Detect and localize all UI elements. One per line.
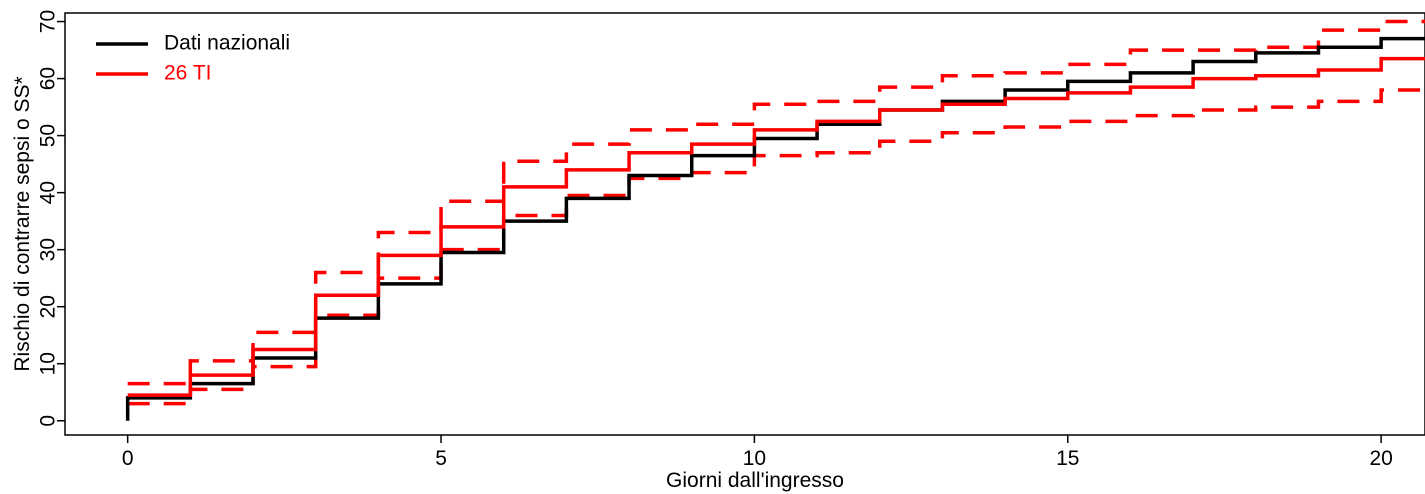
legend: Dati nazionali 26 TI xyxy=(96,32,290,85)
x-tick-label: 5 xyxy=(435,447,447,470)
x-tick-label: 20 xyxy=(1369,447,1392,470)
y-tick-label: 30 xyxy=(37,238,60,261)
y-tick-label: 0 xyxy=(37,415,60,427)
x-tick-label: 10 xyxy=(743,447,766,470)
y-tick-label: 40 xyxy=(37,181,60,204)
y-tick-label: 60 xyxy=(37,67,60,90)
series-lower-band xyxy=(127,88,1425,406)
x-tick-label: 15 xyxy=(1056,447,1079,470)
series-dati-nazionali xyxy=(125,36,1425,421)
legend-label: 26 TI xyxy=(164,62,211,85)
y-tick-label: 50 xyxy=(37,124,60,147)
y-tick-label: 10 xyxy=(37,352,60,375)
plot-frame xyxy=(64,12,1425,436)
x-axis-title: Giorni dall'ingresso xyxy=(666,469,844,492)
y-axis-title: Rischio di contrarre sepsi o SS* xyxy=(11,76,34,371)
y-tick-label: 20 xyxy=(37,295,60,318)
y-tick-label: 70 xyxy=(37,10,60,33)
series-26-ti xyxy=(127,56,1425,397)
axes-layer: 0 5 10 15 20 0 10 20 30 40 50 60 70 xyxy=(37,10,1393,470)
series-layer xyxy=(125,19,1425,421)
series-upper-band xyxy=(127,19,1425,386)
x-tick-label: 0 xyxy=(122,447,134,470)
legend-label: Dati nazionali xyxy=(164,32,290,55)
